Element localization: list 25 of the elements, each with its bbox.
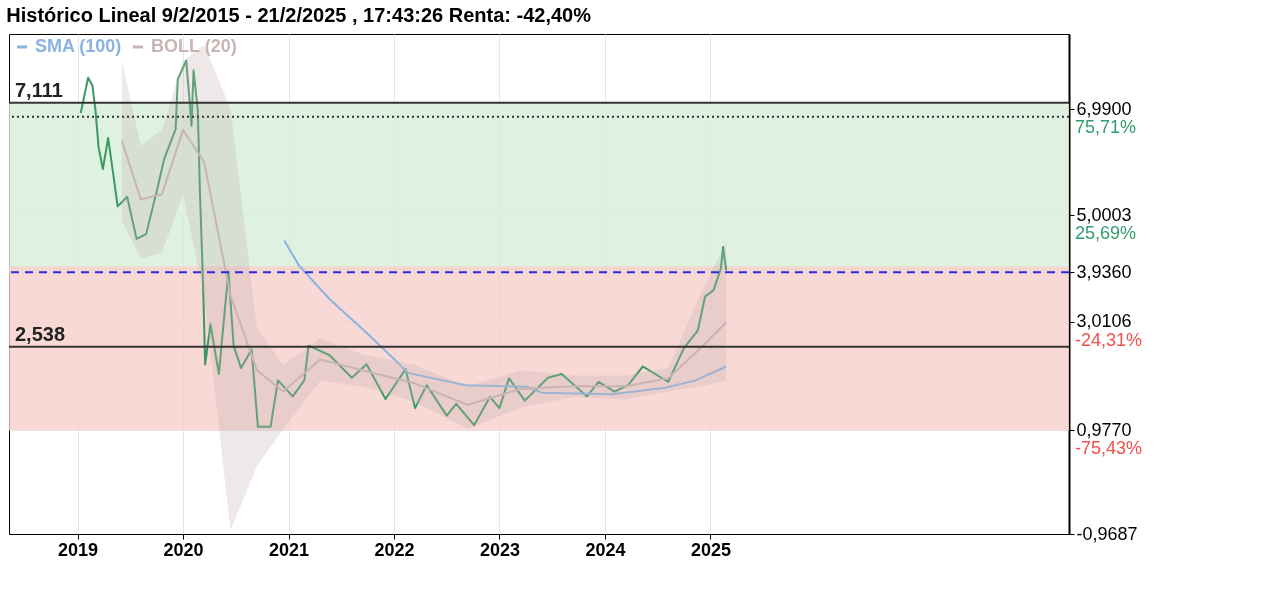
- line-series: [79, 59, 728, 428]
- y-tick-label: 3,0106: [1076, 311, 1132, 332]
- chart-title: Histórico Lineal 9/2/2015 - 21/2/2025 , 17:43:26 Renta: -42,40%: [6, 4, 592, 26]
- text: 75,71%: [1075, 117, 1137, 138]
- x-tick-label: 2020: [163, 539, 204, 560]
- ref-line-label: 7,111: [15, 78, 63, 101]
- y-tick-label: -0,9687: [1076, 523, 1138, 544]
- line-series: [120, 129, 728, 406]
- x-tick-label: 2019: [58, 539, 99, 560]
- x-tick-label: 2023: [479, 539, 520, 560]
- legend-label: BOLL (20): [151, 36, 237, 56]
- y-tick-label: 0,9770: [1076, 419, 1132, 440]
- y-tick-label: 6,9900: [1076, 98, 1132, 119]
- y-tick-label: 5,0003: [1076, 204, 1132, 225]
- legend-label: SMA (100): [35, 36, 122, 56]
- x-tick-label: 2024: [585, 539, 626, 560]
- text: -75,43%: [1075, 438, 1143, 459]
- x-tick-label: 2021: [268, 539, 310, 560]
- text: 25,69%: [1075, 223, 1137, 244]
- x-tick-label: 2025: [690, 539, 731, 560]
- y-tick-label: 3,9360: [1076, 261, 1132, 282]
- x-tick-label: 2022: [374, 539, 415, 560]
- ref-line-label: 2,538: [15, 322, 66, 345]
- text: -24,31%: [1075, 329, 1143, 350]
- line-series: [283, 239, 728, 396]
